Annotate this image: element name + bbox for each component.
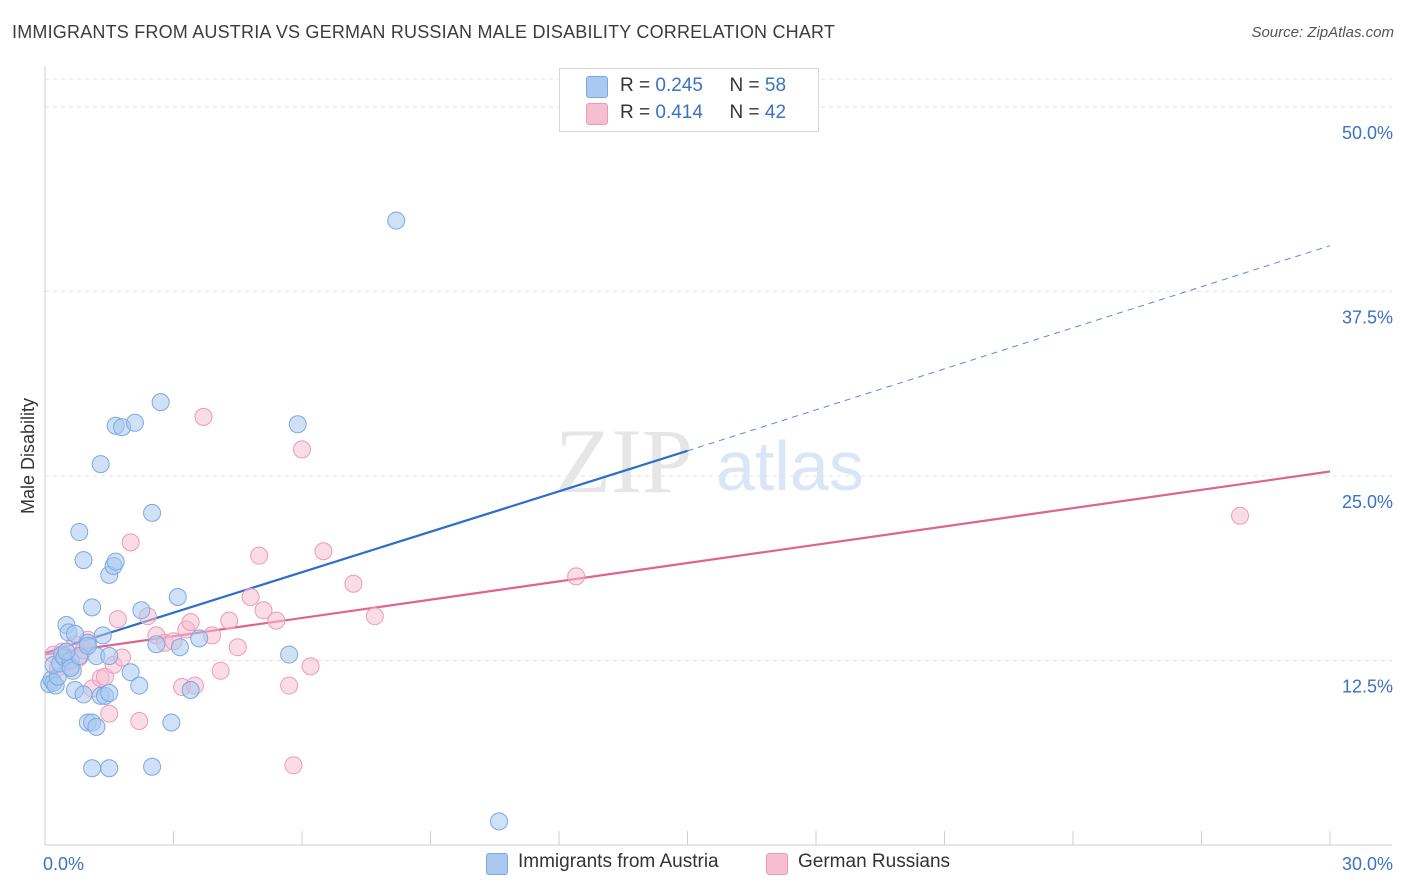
data-point-german-russians (284, 756, 303, 775)
tick-labels: 12.5% 25.0% 37.5% 50.0% 0.0% 30.0% (43, 123, 1393, 874)
legend-n-value: 58 (764, 75, 787, 96)
bottom-legend-swatch-blue (486, 853, 508, 875)
data-point-german-russians (241, 588, 260, 606)
trend-line-german-russians (44, 470, 1331, 656)
x-tick-label: 0.0% (43, 854, 84, 874)
legend-r-label: R = (620, 75, 651, 96)
data-point-austria (162, 713, 181, 732)
data-point-austria (125, 413, 144, 432)
legend-r-value: 0.414 (655, 102, 703, 123)
bottom-legend-label: German Russians (798, 851, 951, 872)
data-point-german-russians (267, 611, 286, 630)
data-point-austria (106, 552, 125, 571)
data-point-austria (91, 455, 110, 474)
correlation-legend: R = 0.245 N = 58 R = 0.414 N = 42 (559, 68, 819, 132)
legend-r-label: R = (620, 102, 651, 123)
data-point-austria (168, 588, 187, 606)
chart-title: IMMIGRANTS FROM AUSTRIA VS GERMAN RUSSIA… (12, 22, 836, 42)
legend-r-value: 0.245 (655, 75, 703, 96)
legend-n-label: N = (729, 75, 760, 96)
data-point-german-russians (344, 574, 363, 593)
data-point-austria (181, 681, 200, 699)
legend-swatch-blue (586, 76, 608, 98)
y-tick-label: 37.5% (1342, 307, 1393, 327)
data-point-german-russians (301, 657, 320, 676)
y-tick-label: 25.0% (1342, 492, 1393, 512)
data-point-german-russians (365, 607, 384, 626)
bottom-legend-label: Immigrants from Austria (518, 851, 719, 872)
data-point-austria (280, 645, 299, 664)
data-point-austria (143, 757, 162, 776)
data-point-austria (83, 598, 102, 617)
data-point-austria (143, 503, 162, 522)
data-point-austria (78, 636, 97, 655)
data-point-german-russians (280, 676, 299, 695)
data-point-german-russians (228, 638, 247, 657)
data-point-austria (151, 393, 170, 412)
legend-n-value: 42 (764, 102, 787, 123)
data-point-austria (83, 759, 102, 778)
bottom-legend-swatch-pink (766, 853, 788, 875)
data-point-austria (100, 683, 119, 702)
data-point-german-russians (130, 712, 149, 730)
data-point-austria (87, 717, 106, 736)
data-point-german-russians (1231, 506, 1250, 525)
data-point-austria (130, 676, 149, 695)
data-point-austria (100, 647, 119, 666)
legend-swatch-pink (586, 103, 608, 125)
axes (44, 66, 1392, 846)
y-tick-label: 50.0% (1342, 123, 1393, 143)
y-axis-label: Male Disability (18, 398, 38, 514)
data-point-german-russians (250, 546, 269, 565)
legend-n-label: N = (729, 102, 760, 123)
data-point-austria (74, 551, 93, 570)
data-points (40, 211, 1250, 831)
data-point-german-russians (194, 407, 213, 426)
data-point-german-russians (121, 533, 140, 552)
data-point-austria (57, 642, 76, 661)
data-point-austria (490, 812, 509, 831)
data-point-austria (170, 638, 189, 657)
data-point-austria (93, 626, 112, 645)
watermark: ZIP atlas (555, 410, 864, 512)
data-point-german-russians (108, 610, 127, 629)
watermark-zip: ZIP (555, 410, 693, 512)
x-tick-label: 30.0% (1342, 854, 1393, 874)
data-point-german-russians (100, 704, 119, 723)
watermark-atlas: atlas (716, 427, 864, 505)
data-point-german-russians (220, 611, 239, 630)
data-point-austria (190, 629, 209, 648)
data-point-german-russians (211, 661, 230, 680)
data-point-austria (74, 685, 93, 704)
data-point-austria (65, 624, 84, 643)
data-point-german-russians (567, 567, 586, 586)
data-point-austria (288, 415, 307, 434)
data-point-german-russians (293, 440, 311, 459)
y-tick-label: 12.5% (1342, 676, 1393, 696)
data-point-austria (100, 759, 119, 778)
data-point-austria (70, 523, 89, 542)
grid-lines (45, 78, 1392, 661)
data-point-austria (387, 211, 406, 230)
data-point-german-russians (314, 542, 333, 561)
data-point-austria (147, 635, 166, 654)
trend-line-austria-extension (687, 245, 1331, 452)
trend-line-austria (44, 449, 688, 655)
data-point-austria (132, 601, 151, 620)
data-point-austria (121, 663, 140, 682)
data-point-german-russians (254, 601, 273, 620)
data-point-german-russians (181, 613, 200, 632)
chart-source: Source: ZipAtlas.com (1251, 24, 1394, 41)
